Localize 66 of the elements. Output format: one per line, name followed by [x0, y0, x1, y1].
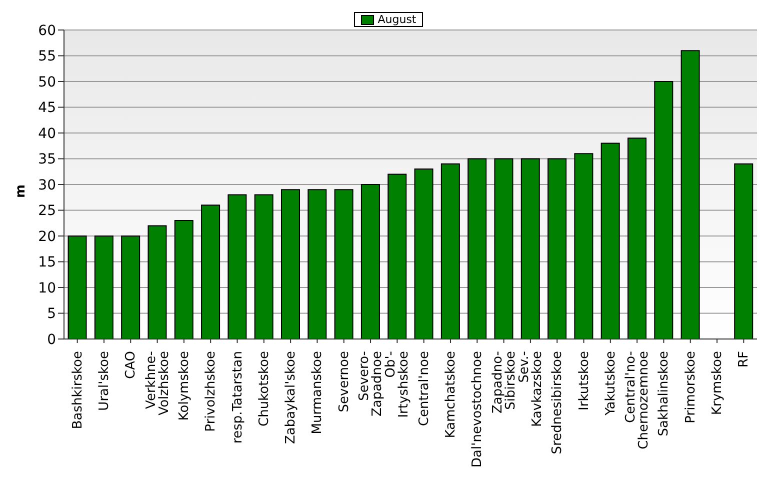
bar: [388, 174, 407, 339]
bar: [121, 236, 140, 339]
y-tick-label: 50: [38, 74, 56, 90]
x-tick-label: Zapadno- Sibirskoe: [490, 350, 518, 414]
x-tick-label: Central'noe: [416, 351, 432, 426]
bar: [440, 163, 460, 339]
x-tick-label: resp.Tatarstan: [230, 351, 246, 444]
bar: [334, 189, 354, 339]
y-tick-label: 45: [38, 100, 56, 116]
bar: [280, 189, 300, 339]
x-tick-label: Severnoe: [336, 351, 352, 412]
x-tick-label: Privolzhskoe: [204, 351, 219, 432]
x-tick-label: Ob'- Irtyshskoe: [384, 350, 412, 418]
x-tick-label: Dal'nevostochnoe: [470, 351, 486, 468]
bar: [734, 163, 754, 339]
bar: [201, 204, 220, 339]
bar: [228, 194, 247, 339]
y-tick-label: 40: [38, 126, 56, 142]
bar: [360, 184, 380, 339]
bar: [414, 168, 434, 339]
bar: [308, 189, 327, 339]
y-tick-label: 60: [38, 22, 56, 39]
y-tick-label: 5: [47, 306, 56, 322]
bar: [254, 194, 274, 339]
x-tick-label: Central'no- Chernozemnoe: [624, 350, 652, 450]
y-axis-title: m: [14, 184, 29, 198]
x-tick-label: CAO: [124, 351, 139, 379]
x-tick-label: Ural'skoe: [96, 351, 112, 411]
bar: [520, 158, 540, 339]
bar: [654, 81, 674, 339]
x-tick-label: Zabaykal'skoe: [284, 351, 299, 444]
bar: [494, 158, 514, 339]
x-tick-label: Irkutskoe: [576, 351, 592, 410]
bar: [174, 220, 194, 339]
x-tick-label: Verkhne- Volzhskoe: [144, 350, 172, 416]
bar: [148, 225, 167, 339]
x-tick-label: Sev.- Kavkazskoe: [516, 350, 545, 427]
x-tick-label: Severo- Zapadnoe: [357, 350, 386, 417]
y-tick-label: 30: [38, 177, 56, 194]
x-tick-label: RF: [736, 351, 752, 368]
bar: [68, 236, 87, 339]
x-tick-label: Murmanskoe: [310, 351, 326, 434]
x-tick-label: Yakutskoe: [603, 351, 618, 416]
x-tick-label: Krymskoe: [710, 351, 726, 416]
y-tick-label: 20: [38, 228, 56, 245]
y-tick-label: 55: [38, 48, 56, 65]
bar: [548, 158, 567, 339]
y-tick-label: 35: [38, 152, 56, 168]
x-tick-label: Srednesibirskoe: [550, 351, 566, 454]
y-tick-label: 25: [38, 203, 56, 220]
x-tick-label: Chukotskoe: [256, 351, 272, 426]
y-tick-label: 0: [47, 332, 56, 348]
x-tick-label: Primorskoe: [683, 351, 698, 424]
bar: [680, 50, 700, 339]
y-tick-label: 15: [38, 254, 56, 271]
x-tick-label: Kolymskoe: [176, 351, 192, 421]
y-tick-label: 10: [38, 280, 56, 296]
legend-label: August: [354, 12, 424, 27]
bar: [468, 158, 487, 339]
bar: [600, 142, 620, 339]
bar: [94, 236, 114, 339]
x-tick-label: Sakhalinskoe: [656, 351, 672, 436]
x-tick-label: Bashkirskoe: [70, 351, 86, 430]
x-tick-label: Kamchatskoe: [443, 351, 458, 438]
bar: [627, 138, 646, 339]
bar: [574, 153, 594, 339]
